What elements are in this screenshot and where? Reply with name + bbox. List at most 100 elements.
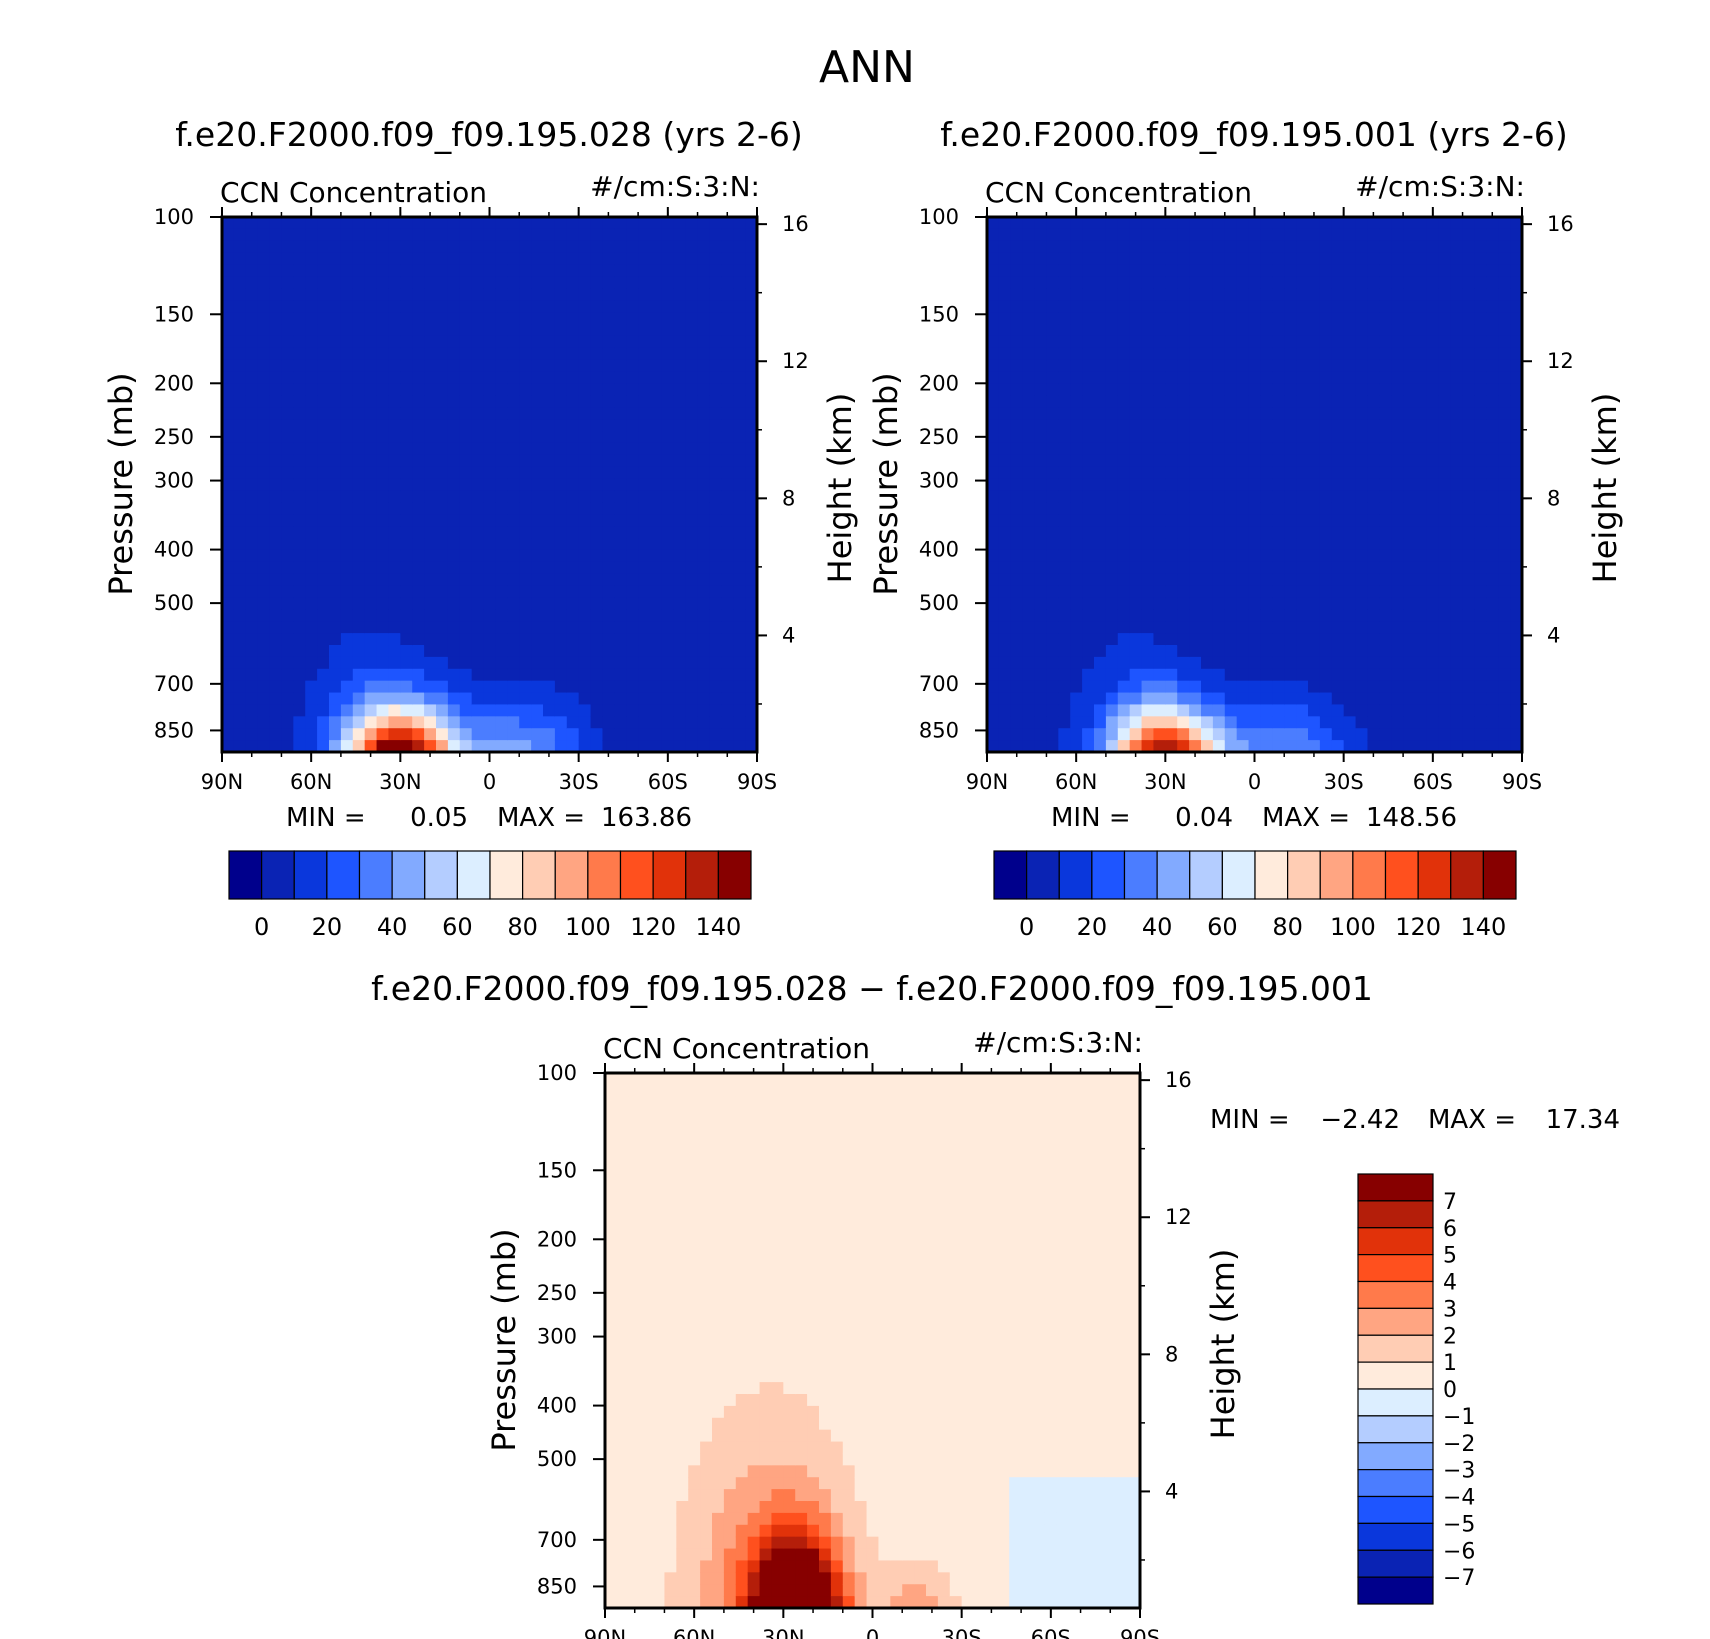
field-cell xyxy=(638,371,651,385)
field-cell xyxy=(305,466,318,480)
field-cell xyxy=(483,609,497,622)
field-cell xyxy=(1094,728,1107,741)
field-cell xyxy=(1450,419,1464,432)
field-cell xyxy=(640,1227,654,1241)
field-cell xyxy=(305,419,318,432)
field-cell xyxy=(1438,656,1452,670)
field-cell xyxy=(1189,347,1202,361)
field-cell xyxy=(590,740,604,752)
field-cell xyxy=(543,466,556,480)
field-cell xyxy=(1141,252,1155,266)
field-cell xyxy=(376,276,390,289)
field-cell xyxy=(566,276,580,289)
field-cell xyxy=(723,1310,737,1324)
field-cell xyxy=(1177,609,1190,622)
colorbar-label: 60 xyxy=(1207,913,1238,941)
field-cell xyxy=(1462,347,1476,361)
field-cell xyxy=(590,692,604,706)
field-cell xyxy=(1403,324,1416,337)
field-cell xyxy=(745,359,757,373)
field-cell xyxy=(1510,359,1522,373)
field-cell xyxy=(661,656,675,670)
field-cell xyxy=(412,502,425,515)
field-cell xyxy=(554,240,568,254)
field-cell xyxy=(388,371,401,385)
field-cell xyxy=(616,1536,630,1550)
field-cell xyxy=(447,335,461,349)
field-cell xyxy=(1034,371,1048,385)
field-cell xyxy=(495,347,508,361)
field-cell xyxy=(1034,240,1048,254)
field-cell xyxy=(733,335,746,349)
field-cell xyxy=(1201,668,1214,682)
field-cell xyxy=(700,1501,713,1514)
field-cell xyxy=(1438,288,1452,301)
field-cell xyxy=(605,1275,618,1288)
field-cell xyxy=(685,383,699,396)
field-cell xyxy=(1450,585,1464,599)
field-cell xyxy=(1046,324,1059,337)
field-cell xyxy=(364,728,378,741)
field-cell xyxy=(626,442,639,456)
field-cell xyxy=(1415,514,1428,527)
field-cell xyxy=(1248,645,1262,658)
field-cell xyxy=(1141,264,1155,278)
field-cell xyxy=(1272,466,1285,480)
field-cell xyxy=(1260,692,1273,706)
field-cell xyxy=(1272,514,1285,527)
field-cell xyxy=(400,716,413,729)
field-cell xyxy=(1272,264,1285,278)
field-cell xyxy=(616,1287,630,1300)
field-cell xyxy=(245,549,259,563)
field-cell xyxy=(412,276,425,289)
field-cell xyxy=(1426,502,1440,515)
field-cell xyxy=(1129,217,1143,230)
field-cell xyxy=(364,371,378,385)
field-cell xyxy=(1498,740,1511,752)
field-cell xyxy=(998,728,1012,741)
field-cell xyxy=(1236,633,1250,646)
field-cell xyxy=(626,680,639,694)
field-cell xyxy=(1474,549,1487,563)
field-cell xyxy=(605,1524,618,1538)
field-cell xyxy=(519,633,532,646)
field-cell xyxy=(1070,609,1083,622)
field-cell xyxy=(1319,538,1333,551)
field-cell xyxy=(638,716,651,729)
field-cell xyxy=(614,645,627,658)
field-cell xyxy=(1034,668,1048,682)
field-cell xyxy=(628,1394,642,1407)
field-cell xyxy=(1450,217,1464,230)
field-cell xyxy=(447,680,461,694)
field-cell xyxy=(1189,407,1202,420)
field-cell xyxy=(495,371,508,385)
field-cell xyxy=(412,228,425,242)
field-cell xyxy=(388,514,401,527)
field-cell xyxy=(590,359,604,373)
field-cell xyxy=(709,395,722,408)
field-cell xyxy=(1438,324,1452,337)
field-cell xyxy=(685,538,699,551)
field-cell xyxy=(1022,335,1036,349)
field-cell xyxy=(281,502,294,515)
field-cell xyxy=(688,1334,701,1348)
field-cell xyxy=(1355,573,1369,587)
field-cell xyxy=(640,1489,654,1502)
field-cell xyxy=(1153,359,1166,373)
field-cell xyxy=(1165,312,1178,325)
field-cell xyxy=(709,407,722,420)
field-cell xyxy=(1510,454,1522,468)
field-cell xyxy=(700,1382,713,1395)
field-cell xyxy=(1141,240,1155,254)
field-cell xyxy=(1117,680,1131,694)
field-cell xyxy=(1022,704,1036,717)
field-cell xyxy=(771,1168,784,1181)
field-cell xyxy=(412,407,425,420)
field-cell xyxy=(735,1358,749,1371)
field-cell xyxy=(650,252,663,266)
field-cell xyxy=(1343,538,1357,551)
field-cell xyxy=(1462,692,1476,706)
field-cell xyxy=(987,228,1000,242)
field-cell xyxy=(1224,561,1238,575)
field-cell xyxy=(709,217,722,230)
